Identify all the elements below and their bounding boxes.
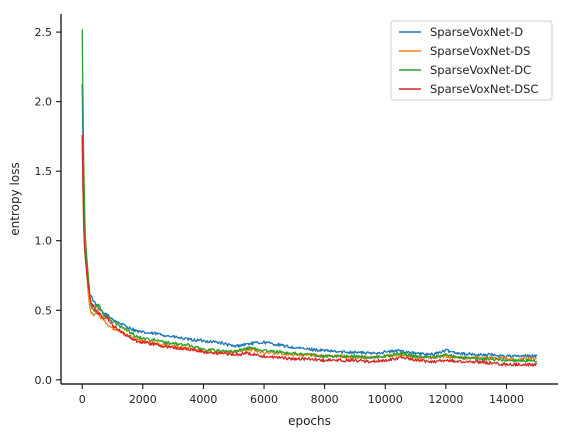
x-tick-label: 8000	[311, 393, 339, 406]
y-axis-label: entropy loss	[8, 162, 22, 235]
x-tick-label: 4000	[189, 393, 217, 406]
series-line-2	[81, 136, 538, 362]
y-tick-label: 0.0	[35, 374, 53, 387]
x-tick-label: 14000	[489, 393, 524, 406]
y-tick-label: 2.0	[35, 96, 53, 109]
legend-box	[390, 20, 553, 101]
y-tick-label: 2.5	[35, 26, 53, 39]
y-tick-label: 1.5	[35, 165, 53, 178]
x-tick-label: 12000	[428, 393, 463, 406]
legend-entry: SparseVoxNet-DC	[430, 63, 531, 77]
series-line-4	[81, 135, 538, 367]
x-axis-label: epochs	[288, 414, 331, 428]
series-line-1	[81, 83, 538, 359]
x-tick-label: 6000	[250, 393, 278, 406]
legend-entry: SparseVoxNet-D	[430, 25, 523, 39]
x-tick-label: 2000	[129, 393, 157, 406]
legend-entry: SparseVoxNet-DS	[430, 44, 530, 58]
y-tick-label: 0.5	[35, 304, 53, 317]
axes: 0 2000 4000 6000 8000 10000 12000 14000 0.0 0.5 1.…	[35, 14, 558, 406]
legend-entry: SparseVoxNet-DSC	[430, 82, 538, 96]
series-line-3	[81, 29, 538, 363]
x-tick-label: 10000	[368, 393, 403, 406]
legend: SparseVoxNet-D SparseVoxNet-DS SparseVoxNe…	[390, 20, 553, 101]
x-tick-label: 0	[79, 393, 86, 406]
plot-area	[81, 29, 538, 367]
y-tick-label: 1.0	[35, 235, 53, 248]
